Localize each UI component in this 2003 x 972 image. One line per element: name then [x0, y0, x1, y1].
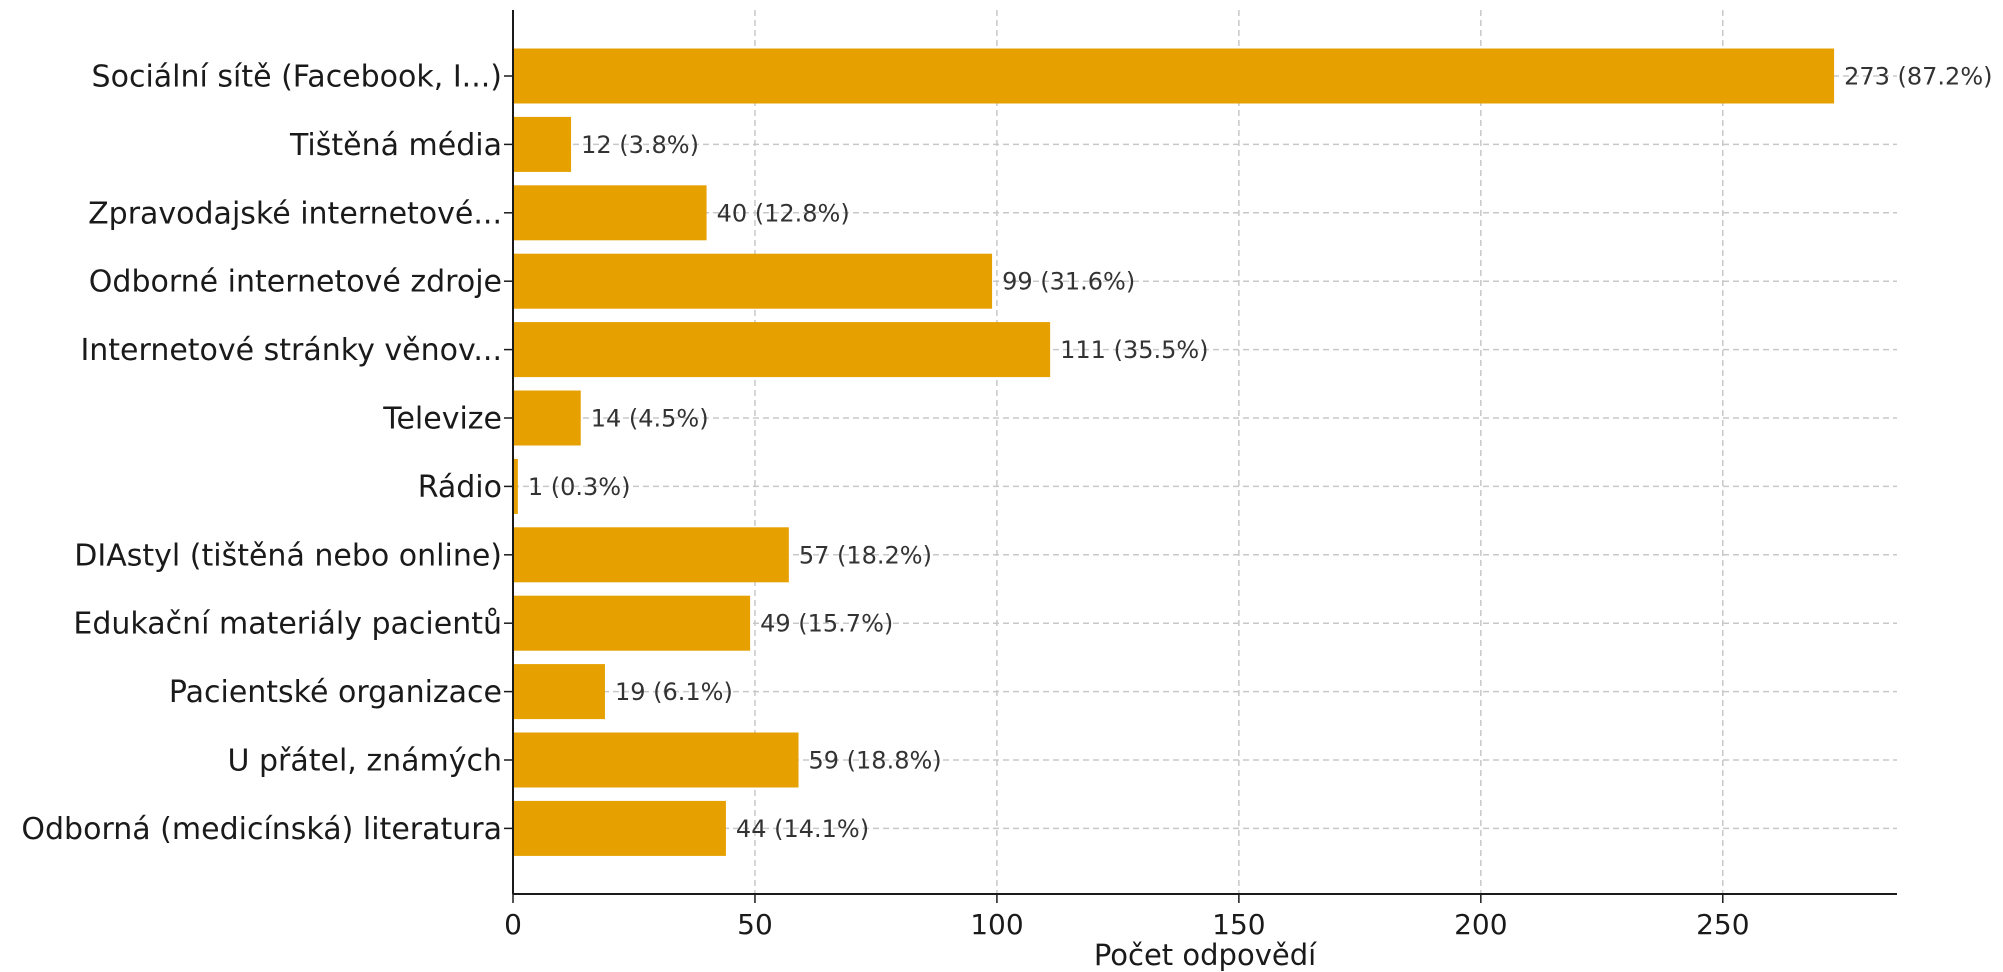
category-label: Edukační materiály pacientů — [73, 607, 502, 642]
bar-data-label: 40 (12.8%) — [717, 199, 850, 227]
category-label: DIAstyl (tištěná nebo online) — [74, 538, 502, 573]
bar — [513, 322, 1051, 378]
bar — [513, 116, 572, 172]
bar — [513, 595, 751, 651]
bar-data-label: 111 (35.5%) — [1060, 336, 1208, 364]
bar — [513, 48, 1835, 104]
bar — [513, 390, 581, 446]
bar — [513, 664, 605, 720]
x-tick-label: 0 — [504, 908, 522, 941]
bar-data-label: 273 (87.2%) — [1844, 63, 1992, 91]
grid-lines — [513, 10, 1897, 894]
category-label: Pacientské organizace — [169, 675, 502, 710]
bar-data-label: 99 (31.6%) — [1002, 268, 1135, 296]
bar — [513, 732, 799, 788]
category-label: Rádio — [418, 470, 502, 505]
category-label: Tištěná média — [289, 128, 502, 163]
bar — [513, 185, 707, 241]
bar-data-label: 59 (18.8%) — [809, 747, 942, 775]
data-labels: 273 (87.2%) 12 (3.8%) 40 (12.8%) 99 (31.6%)… — [528, 63, 1993, 843]
bar-data-label: 44 (14.1%) — [736, 815, 869, 843]
bar-data-label: 49 (15.7%) — [760, 610, 893, 638]
bar — [513, 253, 993, 309]
x-ticks: 0 50 100 150 200 250 — [504, 75, 1750, 941]
bar — [513, 458, 518, 514]
bar-data-label: 12 (3.8%) — [581, 131, 699, 159]
category-label: U přátel, známých — [227, 744, 502, 779]
x-tick-label: 250 — [1696, 908, 1749, 941]
bar-data-label: 19 (6.1%) — [615, 678, 733, 706]
category-label: Sociální sítě (Facebook, I...) — [92, 60, 502, 95]
x-axis-title: Počet odpovědí — [1094, 938, 1317, 972]
x-tick-label: 200 — [1454, 908, 1507, 941]
category-label: Televize — [382, 402, 502, 437]
bar-data-label: 1 (0.3%) — [528, 473, 631, 501]
bar-data-label: 14 (4.5%) — [591, 405, 709, 433]
category-label: Internetové stránky věnov... — [80, 333, 502, 368]
bars — [513, 48, 1835, 856]
category-label: Odborná (medicínská) literatura — [21, 812, 502, 847]
bar — [513, 527, 789, 583]
x-tick-label: 150 — [1212, 908, 1265, 941]
category-labels: Sociální sítě (Facebook, I...) Tištěná mé… — [21, 60, 502, 847]
x-tick-label: 100 — [970, 908, 1023, 941]
category-label: Odborné internetové zdroje — [89, 265, 502, 300]
bar-data-label: 57 (18.2%) — [799, 541, 932, 569]
x-tick-label: 50 — [737, 908, 773, 941]
category-label: Zpravodajské internetové... — [88, 196, 502, 231]
bar — [513, 800, 726, 856]
